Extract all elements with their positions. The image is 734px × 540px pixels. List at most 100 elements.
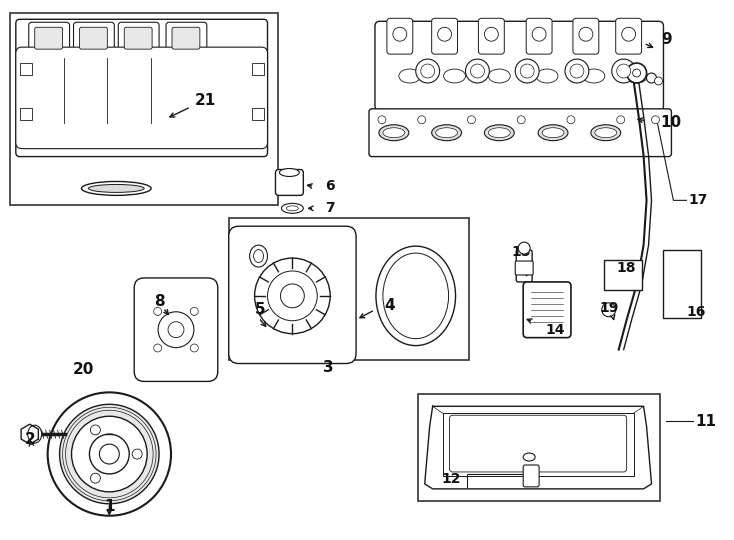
Bar — [252, 108, 264, 120]
Ellipse shape — [538, 125, 568, 140]
Circle shape — [393, 27, 407, 41]
Ellipse shape — [280, 168, 299, 177]
Polygon shape — [425, 406, 652, 489]
Circle shape — [468, 116, 476, 124]
Circle shape — [602, 303, 616, 317]
Text: 6: 6 — [325, 179, 335, 193]
FancyBboxPatch shape — [34, 27, 62, 49]
Circle shape — [153, 307, 161, 315]
Text: 5: 5 — [255, 302, 266, 318]
FancyBboxPatch shape — [275, 170, 303, 195]
Circle shape — [255, 258, 330, 334]
FancyBboxPatch shape — [16, 19, 267, 157]
Circle shape — [280, 284, 305, 308]
Ellipse shape — [383, 253, 448, 339]
Ellipse shape — [253, 249, 264, 262]
Circle shape — [415, 59, 440, 83]
FancyBboxPatch shape — [16, 47, 267, 148]
FancyBboxPatch shape — [375, 21, 664, 111]
Ellipse shape — [484, 125, 515, 140]
Text: 8: 8 — [153, 294, 164, 309]
FancyBboxPatch shape — [118, 22, 159, 56]
Circle shape — [518, 242, 530, 254]
Text: 1: 1 — [104, 500, 115, 514]
Bar — [252, 63, 264, 75]
Text: 15: 15 — [512, 245, 531, 259]
Text: 10: 10 — [660, 115, 681, 130]
Circle shape — [59, 404, 159, 504]
Text: 3: 3 — [323, 360, 333, 375]
Circle shape — [611, 59, 636, 83]
Ellipse shape — [523, 453, 535, 461]
Circle shape — [99, 444, 120, 464]
FancyBboxPatch shape — [616, 18, 642, 54]
FancyBboxPatch shape — [124, 27, 152, 49]
FancyBboxPatch shape — [134, 278, 218, 381]
Text: 19: 19 — [599, 301, 619, 315]
Polygon shape — [21, 424, 38, 444]
FancyBboxPatch shape — [73, 22, 115, 56]
Ellipse shape — [88, 185, 144, 192]
Circle shape — [168, 322, 184, 338]
FancyBboxPatch shape — [369, 109, 672, 157]
Text: 12: 12 — [442, 472, 461, 486]
Ellipse shape — [488, 69, 510, 83]
FancyBboxPatch shape — [573, 18, 599, 54]
Ellipse shape — [81, 181, 151, 195]
Ellipse shape — [376, 246, 456, 346]
Circle shape — [267, 271, 317, 321]
Circle shape — [48, 393, 171, 516]
FancyBboxPatch shape — [229, 226, 356, 363]
Text: 16: 16 — [686, 305, 706, 319]
Circle shape — [90, 473, 101, 483]
Ellipse shape — [536, 69, 558, 83]
Ellipse shape — [281, 204, 303, 213]
Ellipse shape — [383, 128, 405, 138]
Circle shape — [421, 64, 435, 78]
Ellipse shape — [625, 69, 647, 83]
FancyBboxPatch shape — [515, 261, 533, 275]
Circle shape — [617, 64, 631, 78]
Circle shape — [71, 416, 147, 492]
Circle shape — [470, 64, 484, 78]
FancyBboxPatch shape — [29, 22, 70, 56]
Text: 14: 14 — [545, 323, 564, 337]
Circle shape — [520, 64, 534, 78]
Circle shape — [437, 27, 451, 41]
FancyBboxPatch shape — [166, 22, 207, 56]
Ellipse shape — [399, 69, 421, 83]
Ellipse shape — [432, 125, 462, 140]
Ellipse shape — [591, 125, 621, 140]
Ellipse shape — [250, 245, 267, 267]
Circle shape — [190, 307, 198, 315]
Circle shape — [622, 27, 636, 41]
Circle shape — [567, 116, 575, 124]
FancyBboxPatch shape — [432, 18, 457, 54]
Ellipse shape — [379, 125, 409, 140]
Circle shape — [579, 27, 593, 41]
FancyBboxPatch shape — [526, 18, 552, 54]
FancyBboxPatch shape — [523, 465, 539, 487]
Text: 9: 9 — [661, 32, 672, 46]
Circle shape — [617, 116, 625, 124]
FancyBboxPatch shape — [479, 18, 504, 54]
FancyBboxPatch shape — [79, 27, 107, 49]
FancyBboxPatch shape — [516, 250, 532, 282]
Ellipse shape — [28, 425, 42, 443]
Circle shape — [153, 344, 161, 352]
Text: 20: 20 — [73, 362, 94, 377]
Circle shape — [378, 116, 386, 124]
Bar — [20, 108, 32, 120]
FancyBboxPatch shape — [172, 27, 200, 49]
Bar — [418, 394, 661, 501]
Circle shape — [465, 59, 490, 83]
FancyBboxPatch shape — [449, 415, 627, 472]
Circle shape — [418, 116, 426, 124]
Ellipse shape — [583, 69, 605, 83]
Ellipse shape — [286, 206, 298, 211]
Circle shape — [132, 449, 142, 459]
Circle shape — [517, 116, 526, 124]
Circle shape — [158, 312, 194, 348]
Bar — [20, 63, 32, 75]
Circle shape — [570, 64, 584, 78]
